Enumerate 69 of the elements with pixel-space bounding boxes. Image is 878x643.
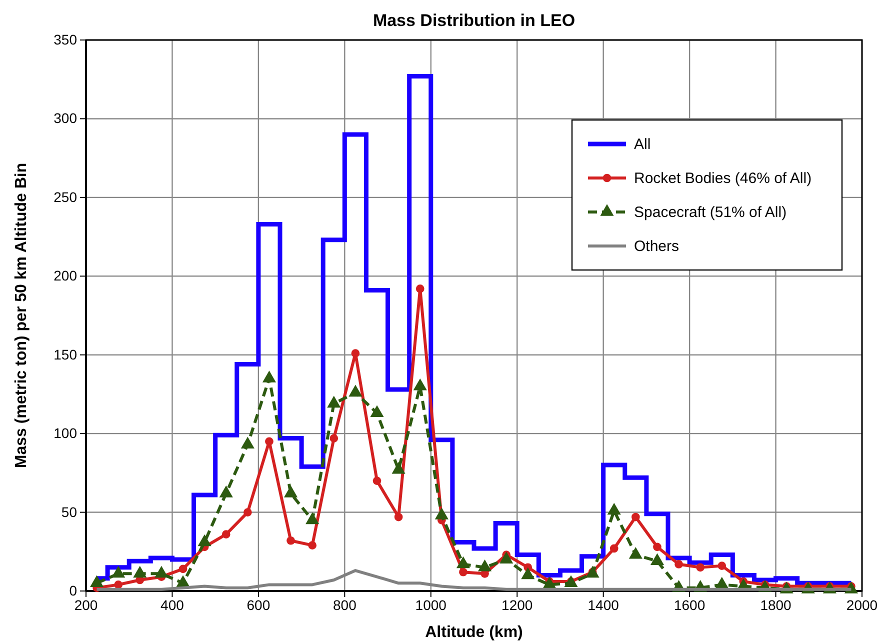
point [542,576,556,589]
x-tick-label: 1400 [588,596,620,613]
point [114,580,123,589]
point [413,378,427,390]
y-tick-label: 300 [54,110,78,126]
point [392,462,406,474]
point [327,396,341,408]
point [112,566,126,578]
point [715,576,729,589]
point [456,556,470,568]
legend-label: Others [634,238,680,255]
point [308,541,317,550]
point [564,575,578,588]
point [372,476,382,485]
point [628,546,642,559]
point [434,508,448,520]
y-tick-label: 250 [54,188,78,205]
point [500,552,514,564]
point [586,566,600,578]
chart-title: Mass Distribution in LEO [372,11,576,30]
y-tick-label: 150 [54,346,78,362]
point [478,560,492,572]
point [521,567,535,580]
point [306,512,320,524]
point [178,564,188,574]
x-tick-label: 800 [332,596,357,613]
point [219,486,233,498]
x-tick-label: 400 [160,596,184,613]
point [394,512,403,522]
point [154,566,168,578]
legend-label: Spacecraft (51% of All) [634,204,787,221]
point [265,437,274,446]
point [610,544,618,553]
y-tick-label: 50 [61,504,78,520]
y-tick-label: 100 [54,425,78,442]
point [348,384,362,397]
point [674,560,683,568]
point [330,434,338,442]
point [286,536,295,545]
point [370,405,384,418]
point [90,575,104,588]
point [607,502,621,515]
x-tick-label: 2000 [846,596,878,613]
x-tick-label: 1200 [502,596,533,613]
x-tick-label: 600 [246,596,270,613]
point [631,512,640,522]
point [240,436,254,449]
point [284,486,298,498]
point [198,534,212,546]
y-tick-label: 350 [54,31,78,48]
point [653,542,662,552]
x-tick-label: 1800 [760,596,792,613]
x-tick-label: 1000 [415,596,447,613]
point [696,563,705,572]
point [262,370,276,382]
point [650,553,664,566]
point [222,530,230,538]
point [718,562,726,570]
y-tick-label: 200 [54,268,78,284]
y-axis-title: Mass (metric ton) per 50 km Altitude Bin [13,162,30,468]
x-tick-label: 1600 [674,596,706,613]
point [243,508,252,516]
x-axis-title: Altitude (km) [425,624,523,641]
point [459,568,468,576]
y-tick-label: 0 [69,582,78,598]
legend-label: Rocket Bodies (46% of All) [634,170,812,187]
x-tick-label: 200 [74,596,98,613]
point [133,566,147,578]
legend-label: All [634,136,651,153]
